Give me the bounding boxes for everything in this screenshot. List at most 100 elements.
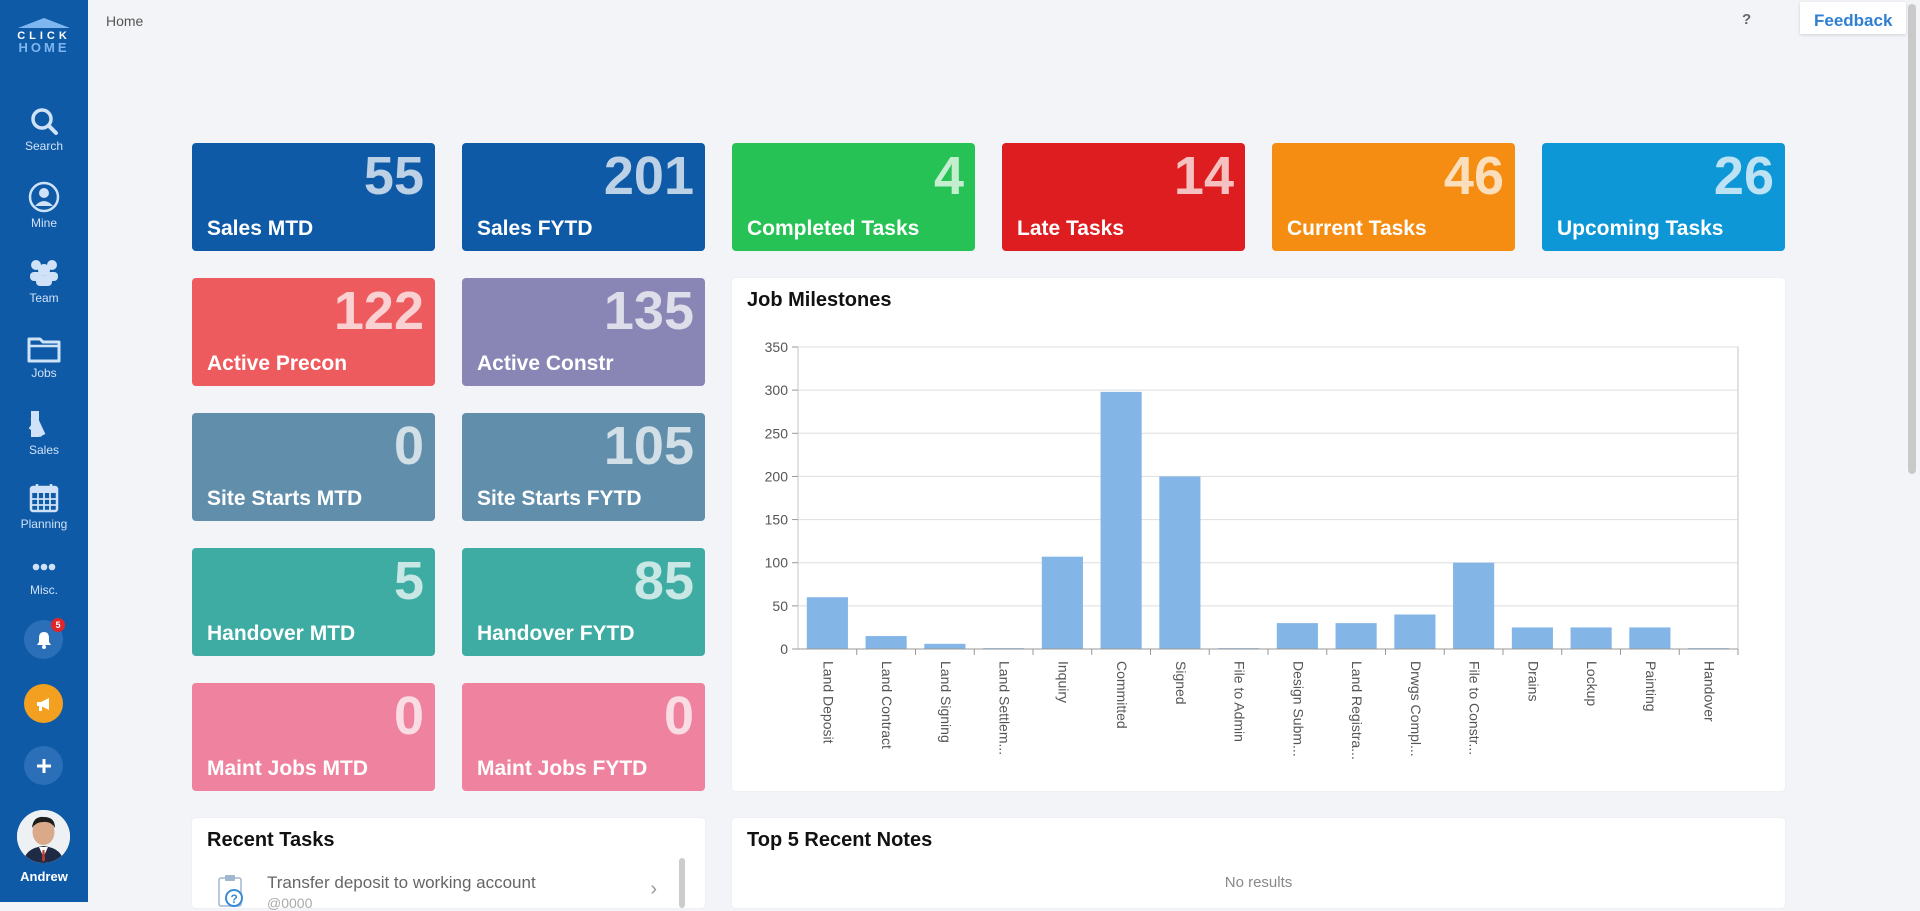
bar [1394, 614, 1436, 649]
x-tick-label: Lockup [1584, 661, 1600, 706]
x-tick-label: Land Contract [879, 661, 895, 749]
notification-badge: 5 [51, 618, 65, 632]
bar [924, 643, 966, 649]
avatar[interactable] [17, 810, 70, 863]
tile-value: 85 [633, 551, 694, 611]
bar [1100, 391, 1142, 649]
breadcrumb[interactable]: Home [106, 13, 144, 29]
tile-maint-jobs-mtd[interactable]: 0 Maint Jobs MTD [192, 683, 435, 791]
y-tick-label: 100 [765, 555, 789, 571]
clickhome-logo[interactable]: CLICK HOME [10, 18, 78, 58]
tile-active-constr[interactable]: 135 Active Constr [462, 278, 705, 386]
sidebar-item-jobs[interactable]: Jobs [0, 333, 88, 380]
tile-sales-fytd[interactable]: 201 Sales FYTD [462, 143, 705, 251]
y-tick-label: 250 [765, 425, 789, 441]
sidebar-item-sales[interactable]: Sales [0, 408, 88, 457]
tile-title: Maint Jobs FYTD [477, 757, 648, 780]
page-scrollbar[interactable] [1908, 4, 1916, 474]
announcements-button[interactable] [24, 684, 63, 723]
tile-value: 135 [603, 281, 694, 341]
add-button[interactable] [24, 746, 63, 785]
tile-value: 201 [603, 146, 694, 206]
x-tick-label: Land Registra... [1349, 661, 1365, 760]
bell-icon [36, 631, 51, 649]
task-list-scrollbar[interactable] [679, 858, 685, 908]
tile-title: Late Tasks [1017, 217, 1124, 240]
bar [865, 636, 907, 649]
tile-value: 55 [363, 146, 424, 206]
x-tick-label: Land Deposit [820, 661, 836, 744]
tile-value: 46 [1443, 146, 1504, 206]
recent-tasks-panel: Recent Tasks ? Transfer deposit to worki… [192, 818, 705, 911]
tile-maint-jobs-fytd[interactable]: 0 Maint Jobs FYTD [462, 683, 705, 791]
bar [1511, 627, 1553, 649]
tile-handover-mtd[interactable]: 5 Handover MTD [192, 548, 435, 656]
tile-value: 0 [663, 686, 694, 746]
sidebar-item-label: Mine [30, 216, 57, 230]
tile-value: 5 [393, 551, 424, 611]
sidebar-item-search[interactable]: Search [0, 106, 88, 153]
sidebar-item-label: Team [29, 291, 59, 305]
x-tick-label: Drwgs Compl... [1408, 661, 1424, 757]
bar [1570, 627, 1612, 649]
sidebar-item-mine[interactable]: Mine [0, 181, 88, 230]
tile-late-tasks[interactable]: 14 Late Tasks [1002, 143, 1245, 251]
tile-completed-tasks[interactable]: 4 Completed Tasks [732, 143, 975, 251]
tile-title: Current Tasks [1287, 217, 1427, 240]
bar [1159, 476, 1201, 649]
sidebar-item-misc[interactable]: Misc. [0, 560, 88, 597]
team-icon [30, 260, 58, 286]
x-tick-label: Signed [1173, 661, 1189, 705]
tile-title: Maint Jobs MTD [207, 757, 368, 780]
tile-title: Handover MTD [207, 622, 356, 645]
tile-title: Completed Tasks [747, 217, 920, 240]
search-icon [31, 108, 58, 135]
x-tick-label: Land Settlem... [997, 661, 1013, 755]
tile-current-tasks[interactable]: 46 Current Tasks [1272, 143, 1515, 251]
tile-title: Site Starts FYTD [477, 487, 642, 510]
panel-title: Top 5 Recent Notes [747, 829, 933, 851]
tile-active-precon[interactable]: 122 Active Precon [192, 278, 435, 386]
x-tick-label: Handover [1702, 661, 1718, 722]
task-text: Transfer deposit to working account [267, 873, 536, 892]
sidebar-item-team[interactable]: Team [0, 256, 88, 305]
user-name: Andrew [20, 869, 68, 884]
sidebar-item-label: Planning [20, 517, 68, 531]
tile-title: Upcoming Tasks [1557, 217, 1724, 240]
job-milestones-chart: 0 50 100 150 200 250 300 350 Land Deposit Land Co… [765, 339, 1739, 760]
tile-value: 26 [1713, 146, 1774, 206]
x-tick-label: Committed [1114, 661, 1130, 729]
sidebar-item-planning[interactable]: Planning [0, 482, 88, 531]
tile-value: 4 [933, 146, 964, 206]
task-clipboard-icon: ? [218, 875, 243, 907]
feedback-button[interactable]: Feedback [1800, 2, 1907, 34]
job-milestones-panel: Job Milestones 0 50 100 150 200 250 300 350 Land… [732, 278, 1785, 791]
tile-site-starts-mtd[interactable]: 0 Site Starts MTD [192, 413, 435, 521]
bar [1335, 623, 1377, 649]
tile-handover-fytd[interactable]: 85 Handover FYTD [462, 548, 705, 656]
x-tick-label: Design Subm... [1290, 661, 1306, 757]
megaphone-icon [36, 697, 49, 711]
tile-value: 0 [393, 686, 424, 746]
tile-sales-mtd[interactable]: 55 Sales MTD [192, 143, 435, 251]
logo-line2: HOME [18, 40, 70, 55]
tile-title: Active Precon [207, 352, 348, 375]
sidebar-item-label: Sales [28, 443, 60, 457]
plus-icon [36, 758, 51, 773]
task-item[interactable]: ? Transfer deposit to working account @0… [207, 866, 682, 911]
calendar-icon [29, 484, 59, 513]
user-photo-icon [17, 810, 70, 863]
help-button[interactable]: ? [1742, 11, 1752, 28]
sidebar: CLICK HOME Search Mine Team Jobs Sales P… [0, 0, 88, 902]
tile-upcoming-tasks[interactable]: 26 Upcoming Tasks [1542, 143, 1785, 251]
bar [1629, 627, 1671, 649]
swatch-icon [28, 411, 46, 437]
svg-text:?: ? [231, 892, 238, 906]
tile-site-starts-fytd[interactable]: 105 Site Starts FYTD [462, 413, 705, 521]
plot-area [797, 346, 1739, 650]
no-results-text: No results [1224, 874, 1293, 891]
notifications-button[interactable]: 5 [24, 618, 65, 659]
more-icon [32, 563, 56, 571]
tile-value: 0 [393, 416, 424, 476]
logo-line1: CLICK [17, 30, 71, 42]
